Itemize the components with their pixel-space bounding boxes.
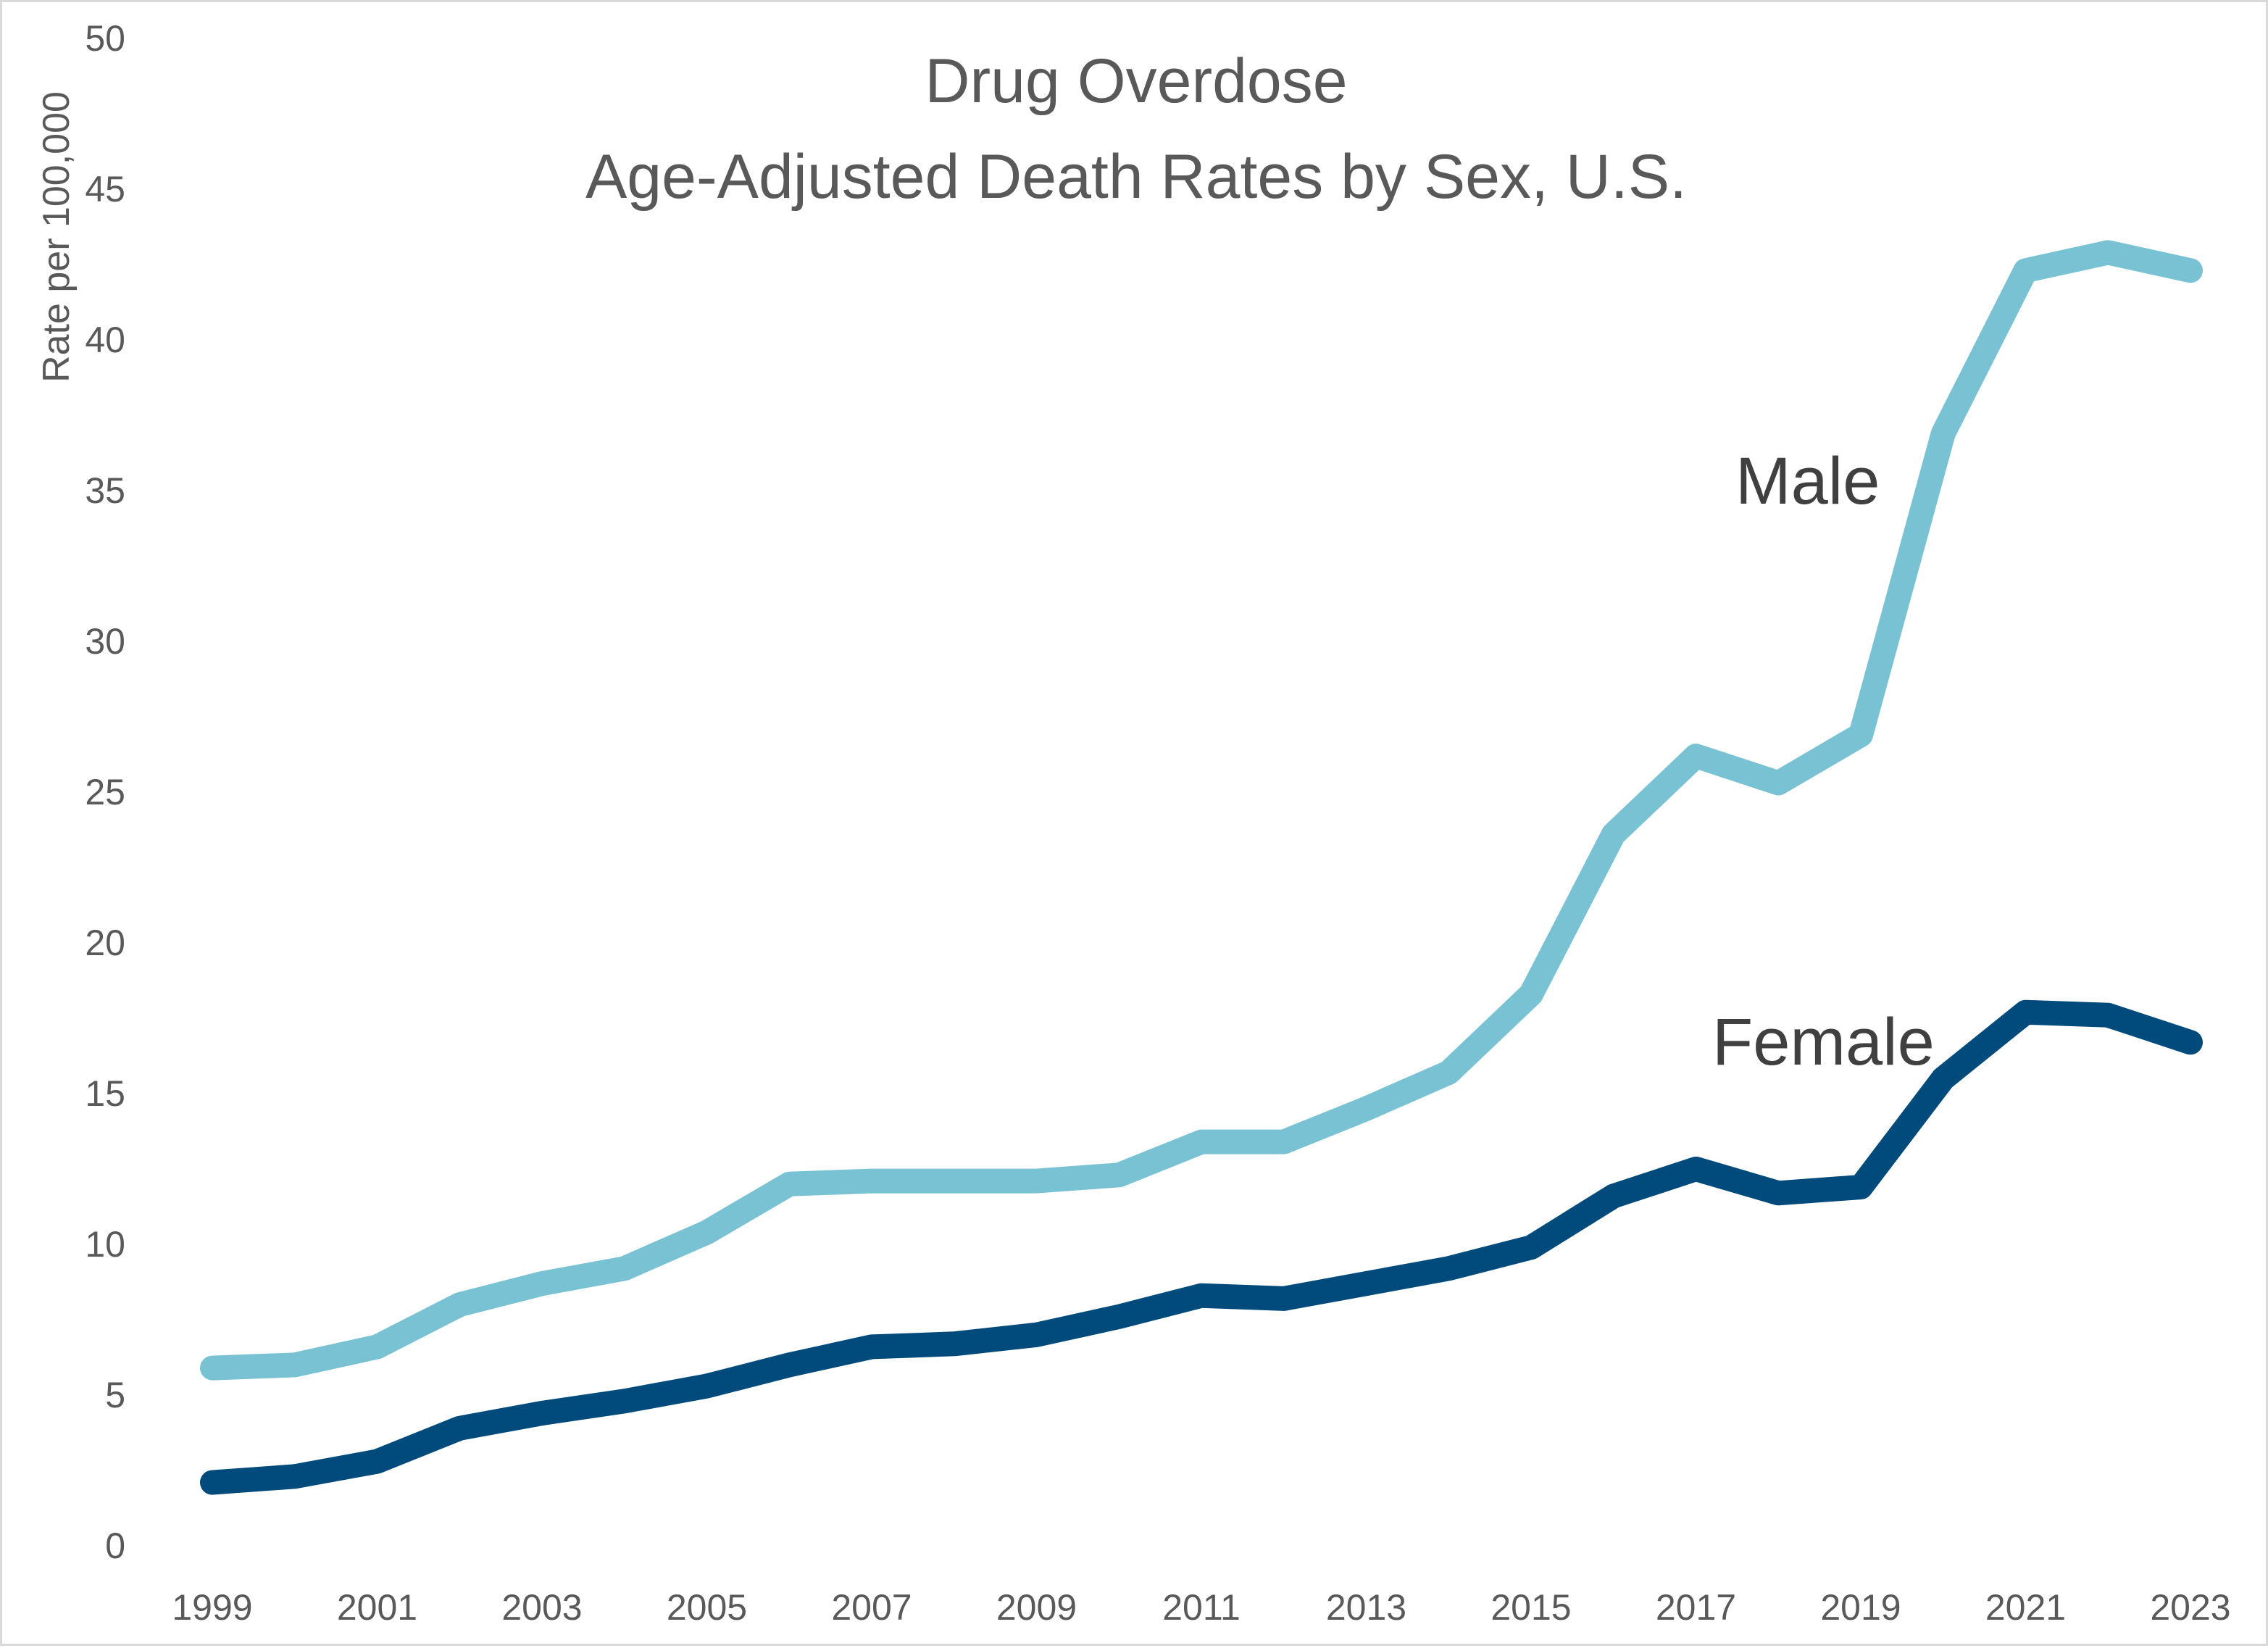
y-axis-ticks: 0 5 10 15 20 25 30 35 40 45 50	[85, 18, 125, 1566]
y-tick-label: 20	[85, 923, 125, 963]
x-tick-label: 2009	[996, 1587, 1077, 1628]
y-tick-label: 15	[85, 1073, 125, 1114]
x-tick-label: 1999	[172, 1587, 252, 1628]
x-tick-label: 2021	[1985, 1587, 2066, 1628]
y-tick-label: 35	[85, 470, 125, 511]
series-line-male	[200, 240, 2203, 1381]
y-tick-label: 40	[85, 320, 125, 360]
x-tick-label: 2017	[1656, 1587, 1736, 1628]
x-tick-label: 2011	[1162, 1587, 1241, 1628]
y-tick-label: 50	[85, 18, 125, 59]
x-tick-label: 2019	[1820, 1587, 1901, 1628]
y-tick-label: 0	[105, 1526, 125, 1566]
x-axis-ticks: 1999 2001 2003 2005 2007 2009 2011 2013 2015 2017…	[172, 1587, 2230, 1628]
x-tick-label: 2007	[831, 1587, 912, 1628]
chart-title: Drug Overdose	[925, 46, 1347, 116]
series-label-female: Female	[1712, 1005, 1935, 1079]
x-tick-label: 2005	[667, 1587, 747, 1628]
x-tick-label: 2003	[501, 1587, 582, 1628]
series-lines	[200, 240, 2203, 1495]
y-tick-label: 30	[85, 621, 125, 662]
chart-subtitle: Age-Adjusted Death Rates by Sex, U.S.	[585, 142, 1687, 212]
x-tick-label: 2023	[2150, 1587, 2230, 1628]
y-axis-title: Rate per 100,000	[36, 91, 78, 383]
y-tick-label: 45	[85, 169, 125, 209]
x-tick-label: 2015	[1491, 1587, 1571, 1628]
series-label-male: Male	[1735, 444, 1880, 518]
y-tick-label: 5	[105, 1375, 125, 1415]
y-tick-label: 25	[85, 772, 125, 812]
y-tick-label: 10	[85, 1224, 125, 1265]
x-tick-label: 2001	[337, 1587, 417, 1628]
series-line-female	[200, 999, 2203, 1495]
x-tick-label: 2013	[1326, 1587, 1406, 1628]
